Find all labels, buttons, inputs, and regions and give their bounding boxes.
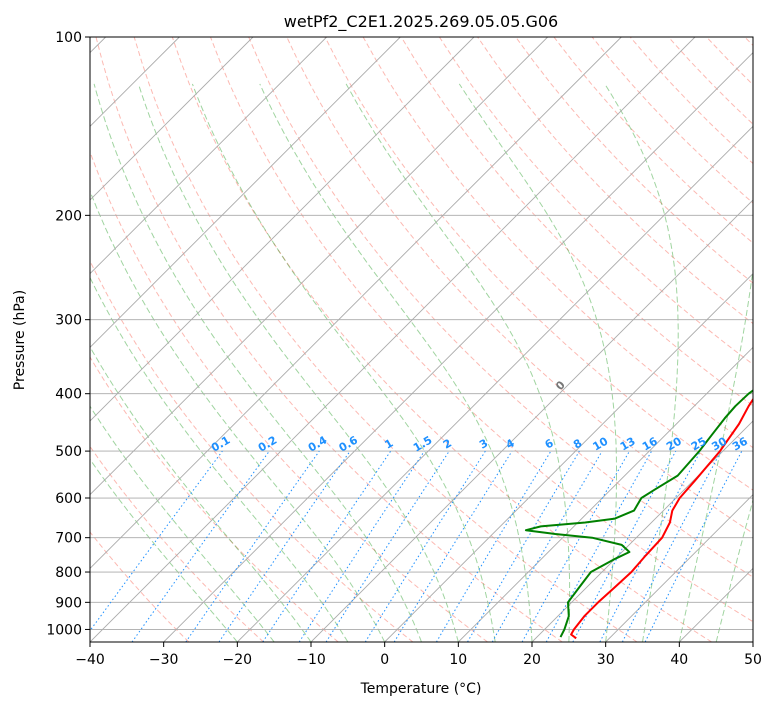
isotherm-line bbox=[90, 37, 622, 569]
x-tick-label: −20 bbox=[223, 652, 253, 668]
dry-adiabat-line bbox=[210, 37, 753, 623]
x-tick-label: 10 bbox=[449, 652, 467, 668]
curve-layer bbox=[524, 389, 753, 640]
mixing-ratio-line bbox=[90, 450, 223, 632]
chart-title: wetPf2_C2E1.2025.269.05.05.G06 bbox=[284, 12, 558, 32]
x-tick-label: −30 bbox=[149, 652, 179, 668]
y-tick-label: 100 bbox=[55, 30, 82, 46]
moist-adiabat-line bbox=[90, 276, 349, 642]
isotherm-line bbox=[163, 52, 753, 642]
isotherm-line bbox=[90, 37, 327, 275]
plot-frame bbox=[89, 36, 754, 643]
moist-adiabat-line bbox=[259, 83, 533, 642]
mixing-ratio-line bbox=[521, 450, 630, 642]
y-tick-label: 200 bbox=[55, 208, 82, 224]
mixing-ratio-line bbox=[185, 450, 320, 642]
mixing-ratio-line bbox=[393, 450, 513, 642]
y-tick-label: 600 bbox=[55, 491, 82, 507]
dewpoint-profile-line bbox=[524, 389, 753, 638]
isotherm-line bbox=[90, 37, 254, 201]
moist-adiabat-line bbox=[604, 83, 679, 642]
isotherm-line bbox=[90, 37, 696, 642]
mixing-ratio-line bbox=[644, 450, 743, 642]
x-tick-label: 40 bbox=[670, 652, 688, 668]
dry-adiabat-line bbox=[438, 37, 753, 366]
dry-adiabat-line bbox=[400, 37, 753, 407]
moist-adiabat-line bbox=[93, 83, 422, 642]
y-tick-label: 700 bbox=[55, 531, 82, 547]
dry-adiabat-line bbox=[248, 37, 753, 578]
mixing-ratio-line bbox=[262, 450, 392, 642]
dry-adiabat-line bbox=[171, 37, 712, 642]
mixing-ratio-line bbox=[572, 450, 677, 642]
x-tick-label: 50 bbox=[744, 652, 762, 668]
y-tick-label: 800 bbox=[55, 565, 82, 581]
x-tick-label: −40 bbox=[75, 652, 105, 668]
isotherm-line bbox=[531, 420, 753, 642]
dry-adiabat-line bbox=[515, 37, 753, 284]
isotherm-line bbox=[90, 37, 475, 422]
isotherm-line bbox=[384, 273, 753, 642]
y-tick-label: 1000 bbox=[46, 622, 82, 638]
x-tick-label: 20 bbox=[523, 652, 541, 668]
dry-adiabat-line bbox=[90, 445, 264, 642]
grid-layer bbox=[90, 37, 753, 642]
isotherm-line bbox=[310, 199, 753, 642]
y-axis-label: Pressure (hPa) bbox=[12, 290, 28, 390]
temperature-profile-line bbox=[570, 397, 753, 640]
y-tick-label: 500 bbox=[55, 444, 82, 460]
mixing-ratio-line bbox=[218, 450, 351, 642]
dry-adiabat-line bbox=[90, 531, 190, 642]
moist-adiabat-line bbox=[137, 83, 459, 642]
dry-adiabat-line bbox=[133, 37, 638, 642]
moist-adiabat-line bbox=[678, 83, 753, 642]
mixing-ratio-line bbox=[131, 450, 270, 642]
x-axis-label: Temperature (°C) bbox=[360, 681, 482, 697]
isotherm-line bbox=[90, 37, 401, 348]
isotherm-line bbox=[605, 494, 753, 642]
y-tick-label: 900 bbox=[55, 595, 82, 611]
tick-layer: −40 −30 −20 −10 0 10 20 30 40 50 100 200 300 400 500 60… bbox=[46, 30, 762, 668]
x-tick-label: 0 bbox=[380, 652, 389, 668]
isotherm-line bbox=[237, 125, 753, 642]
isotherm-line bbox=[90, 37, 548, 496]
moist-adiabat-line bbox=[90, 405, 275, 642]
dry-adiabat-line bbox=[95, 37, 563, 642]
dry-adiabat-line bbox=[324, 37, 753, 491]
moist-adiabat-line bbox=[90, 345, 312, 642]
dry-adiabat-line bbox=[90, 150, 488, 642]
moist-adiabat-line bbox=[90, 189, 386, 642]
x-tick-label: −10 bbox=[296, 652, 326, 668]
isotherm-line bbox=[458, 346, 753, 642]
y-tick-label: 300 bbox=[55, 313, 82, 329]
mixing-ratio-line bbox=[545, 450, 653, 642]
y-tick-label: 400 bbox=[55, 387, 82, 403]
x-tick-label: 30 bbox=[597, 652, 615, 668]
dry-adiabat-line bbox=[90, 356, 339, 642]
moist-adiabat-line bbox=[458, 83, 617, 642]
mixing-ratio-line bbox=[298, 450, 425, 642]
moist-adiabat-line bbox=[191, 83, 496, 642]
mixing-ratio-line bbox=[325, 450, 450, 642]
